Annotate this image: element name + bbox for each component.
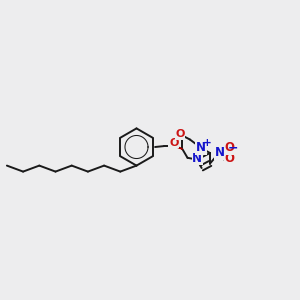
Text: N: N (196, 141, 206, 154)
Text: N: N (214, 146, 225, 160)
Text: O: O (169, 137, 178, 148)
Text: O: O (224, 141, 234, 154)
Text: −: − (228, 141, 239, 154)
Polygon shape (175, 146, 182, 149)
Text: +: + (203, 137, 212, 148)
Text: O: O (224, 152, 234, 165)
Text: O: O (175, 129, 185, 139)
Text: N: N (192, 152, 202, 165)
